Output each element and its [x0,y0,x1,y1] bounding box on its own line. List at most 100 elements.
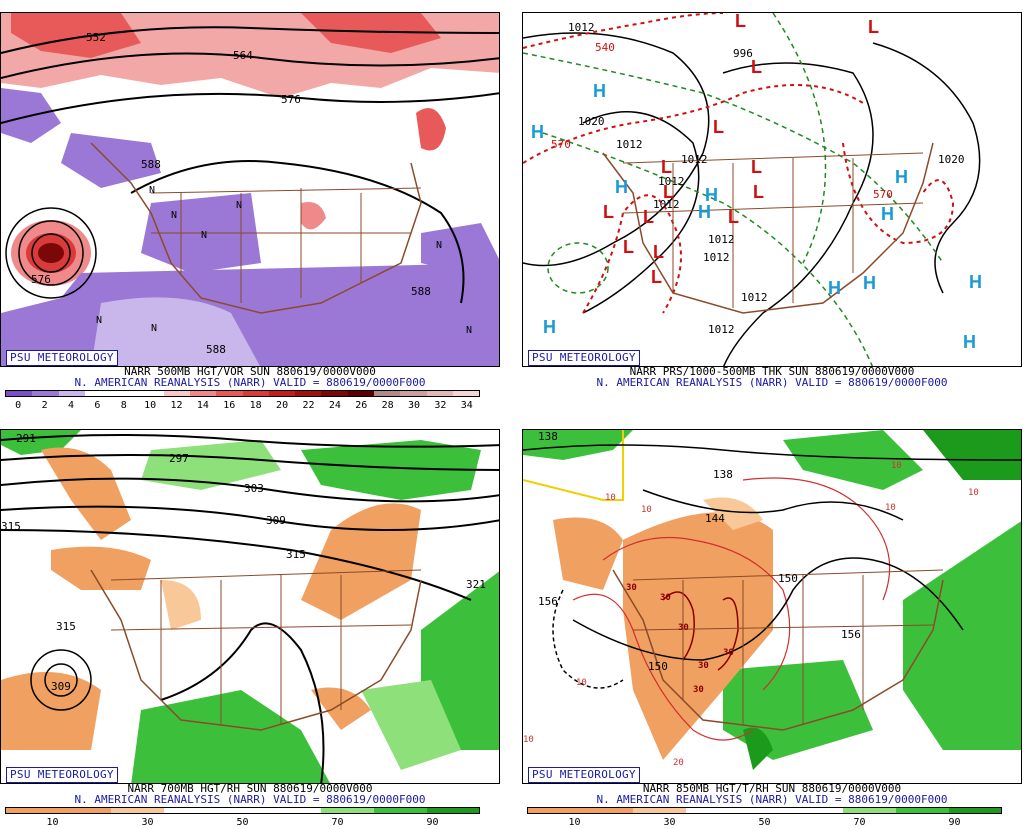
thickness-3 [772,13,827,264]
scale-swatch [189,391,217,396]
map-700mb: 291 297 303 309 315 315 315 321 309 [1,430,499,783]
thickness-2 [542,132,873,366]
contour-144 [642,489,904,521]
map-frame-500mb: 552 564 576 588 588 588 576 N N N N N N … [0,12,500,367]
scale-swatch [452,391,480,396]
scale-tick-label: 4 [67,400,74,411]
contour-576 [1,92,499,124]
high-center-3: H [615,177,628,197]
cyclone-ring-2 [18,220,84,286]
panel-700mb-rh: 291 297 303 309 315 315 315 321 309 PSU … [0,429,500,829]
psu-badge: PSU METEOROLOGY [6,767,118,783]
vorticity-cyclone-core [38,243,64,263]
rh-orange-west [553,517,623,590]
state-borders [110,569,422,725]
thickness-1 [523,52,944,264]
low-center-13: L [653,242,664,262]
low-center-12: L [623,237,634,257]
psu-badge: PSU METEOROLOGY [528,767,640,783]
rh-green-ne [301,440,481,500]
isobar-label-12: 996 [733,47,753,60]
contour-318 [160,622,325,783]
label-588b: 588 [411,285,431,298]
scale-swatch [633,808,686,813]
isobar-label-4: 1012 [681,153,708,166]
cyclone-ring-3 [31,233,71,273]
label-n2: N [171,210,177,221]
scale-swatch [163,808,217,813]
scale-tick-label: 20 [276,400,289,411]
scale-swatch [84,391,112,396]
high-center-2: H [531,122,544,142]
thickness-label-540: 540 [595,41,615,54]
scale-tick-label: 24 [328,400,341,411]
scale-swatch [843,808,896,813]
thickness-label-570b: 570 [873,188,893,201]
scale-swatch [580,808,634,813]
map-frame-700mb: 291 297 303 309 315 315 315 321 309 PSU … [0,429,500,784]
rh-green-ne [923,430,1021,480]
state-borders [622,152,924,308]
coastline [90,142,422,314]
isobar-label-10: 1012 [708,323,735,336]
caption-line-1: NARR PRS/1000-500MB THK SUN 880619/0000V… [629,365,915,378]
label-321: 321 [466,578,486,591]
high-center-12: H [543,317,556,337]
isobar-label-6: 1012 [653,198,680,211]
scale-tick-label: 32 [434,400,447,411]
label-156b: 156 [841,628,861,641]
color-scale-ticks: 0 2 4 6 8 10 12 14 16 18 20 22 24 26 28 30 32 34 [5,400,480,412]
color-scale-bar [527,807,1002,814]
label-552: 552 [86,31,106,44]
scale-swatch [426,391,453,396]
rh-green-north [141,440,281,490]
scale-tick-label: 26 [355,400,368,411]
low-ring-1 [30,649,92,711]
high-center-7: H [881,204,894,224]
vorticity-midwest [301,202,326,230]
rh-green-east [903,521,1021,750]
low-center-1: L [735,13,746,31]
rh-orange-light [703,497,763,530]
thickness-ring [547,242,609,294]
scale-swatch [58,808,112,813]
color-scale-bar [5,807,480,814]
isobar-label-3: 1012 [616,138,643,151]
isotherm-30a [662,591,695,661]
high-center-11: H [963,332,976,352]
low-ring-2 [44,663,78,697]
caption-line-1: NARR 700MB HGT/RH SUN 880619/0000V000 [127,782,373,795]
contour-297 [1,454,499,471]
vorticity-east-coast [416,108,446,151]
label-576: 576 [281,93,301,106]
label-150b: 150 [648,660,668,673]
rh-orange-sw [1,672,101,750]
temp-label-10g: 10 [523,735,534,745]
scale-swatch [895,808,949,813]
label-315b: 315 [1,520,21,533]
scale-swatch [216,808,269,813]
scale-tick-label: 8 [120,400,127,411]
label-n3: N [201,230,207,241]
low-center-11: L [728,207,739,227]
scale-tick-label: 6 [94,400,101,411]
scale-swatch [373,391,401,396]
panel-850mb-temp-rh: 138 138 144 150 150 156 156 10 10 10 10 … [522,429,1022,829]
caption-line-2: N. AMERICAN REANALYSIS (NARR) VALID = 88… [596,793,948,806]
isobar-label-1: 1012 [568,21,595,34]
isobar-label-11: 1020 [938,153,965,166]
low-center-9: L [643,207,654,227]
label-588a: 588 [141,158,161,171]
label-315c: 315 [56,620,76,633]
isotherm-3 [742,477,891,601]
temp-label-10c: 10 [891,461,902,471]
rh-orange-light [161,580,201,630]
panel-500mb-vorticity: 552 564 576 588 588 588 576 N N N N N N … [0,12,500,412]
scale-swatch [347,391,374,396]
high-center-10: H [969,272,982,292]
state-borders [150,187,422,303]
scale-tick-label: 16 [223,400,236,411]
rh-green-core [743,727,773,770]
scale-tick-label: 22 [302,400,315,411]
scale-tick-label: 18 [249,400,262,411]
